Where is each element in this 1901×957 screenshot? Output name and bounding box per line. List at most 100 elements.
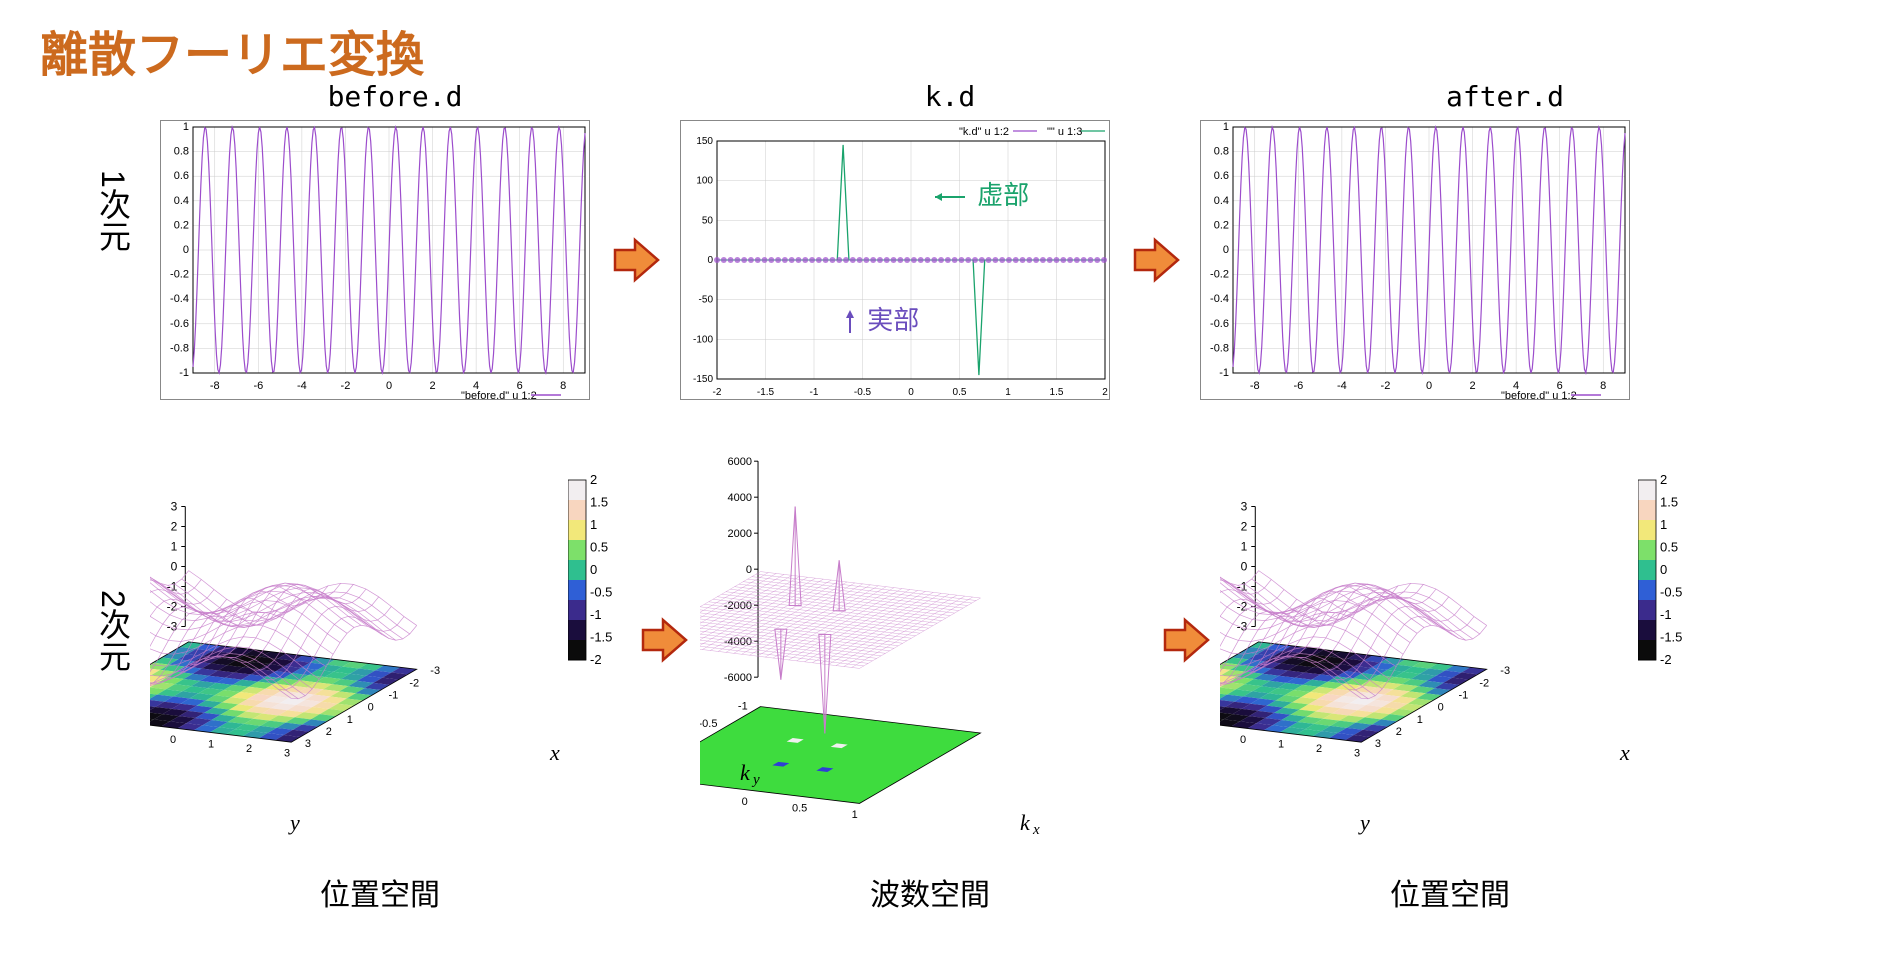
chart-after-1d: -8-6-4-202468-1-0.8-0.6-0.4-0.200.20.40.…: [1200, 120, 1630, 400]
svg-text:2: 2: [1102, 387, 1108, 398]
svg-text:k: k: [1020, 810, 1031, 835]
svg-text:2: 2: [1316, 743, 1322, 755]
svg-text:-0.8: -0.8: [1210, 342, 1229, 354]
svg-text:1: 1: [347, 714, 353, 726]
svg-text:1: 1: [1005, 387, 1011, 398]
svg-text:-150: -150: [693, 374, 713, 385]
svg-text:x: x: [1032, 822, 1040, 838]
svg-text:x: x: [549, 740, 560, 765]
space-label-position-before: 位置空間: [320, 870, 440, 914]
svg-text:0.6: 0.6: [174, 170, 189, 182]
svg-text:y: y: [751, 772, 760, 788]
k-svg: -2-1.5-1-0.500.511.52-150-100-5005010015…: [681, 121, 1111, 401]
svg-text:0: 0: [707, 255, 713, 266]
svg-text:k: k: [740, 760, 751, 785]
svg-text:-4: -4: [1337, 380, 1347, 392]
anno-real-text: 実部: [867, 305, 919, 335]
svg-text:8: 8: [560, 380, 566, 392]
arrow-icon: [1130, 235, 1180, 290]
svg-text:3: 3: [1375, 738, 1381, 750]
svg-text:2: 2: [429, 380, 435, 392]
svg-text:0.4: 0.4: [1214, 195, 1229, 207]
svg-text:1: 1: [852, 809, 858, 821]
svg-text:-0.2: -0.2: [1210, 269, 1229, 281]
svg-text:0: 0: [742, 796, 748, 808]
page-title: 離散フーリエ変換: [40, 15, 424, 85]
svg-text:2: 2: [171, 519, 178, 533]
svg-text:-0.8: -0.8: [170, 342, 189, 354]
svg-text:100: 100: [696, 176, 713, 187]
svg-text:-2: -2: [1660, 652, 1672, 667]
svg-text:3: 3: [305, 738, 311, 750]
svg-text:8: 8: [1600, 380, 1606, 392]
svg-text:-1.5: -1.5: [1660, 630, 1682, 645]
svg-text:1: 1: [590, 517, 597, 532]
svg-text:-0.5: -0.5: [700, 718, 717, 730]
svg-text:-2: -2: [1381, 380, 1391, 392]
svg-text:2: 2: [1241, 519, 1248, 533]
legend-after: "before.d" u 1:2: [1501, 390, 1577, 401]
svg-text:0: 0: [386, 380, 392, 392]
svg-text:2000: 2000: [728, 528, 752, 540]
svg-text:-0.6: -0.6: [1210, 318, 1229, 330]
col-header-before: before.d: [180, 80, 610, 113]
svg-text:3: 3: [1354, 748, 1360, 760]
svg-text:-0.2: -0.2: [170, 269, 189, 281]
svg-text:-1: -1: [590, 607, 602, 622]
svg-text:-0.5: -0.5: [590, 585, 612, 600]
svg-text:0.8: 0.8: [174, 146, 189, 158]
svg-text:-1: -1: [389, 689, 399, 701]
svg-text:-8: -8: [210, 380, 220, 392]
svg-text:0: 0: [171, 559, 178, 573]
svg-text:-0.4: -0.4: [170, 293, 189, 305]
svg-text:0: 0: [368, 702, 374, 714]
chart-before-1d: -8-6-4-202468-1-0.8-0.6-0.4-0.200.20.40.…: [160, 120, 590, 400]
svg-text:-1: -1: [179, 367, 189, 379]
sine-svg-before: -8-6-4-202468-1-0.8-0.6-0.4-0.200.20.40.…: [161, 121, 591, 401]
svg-text:0: 0: [908, 387, 914, 398]
sine-svg-after: -8-6-4-202468-1-0.8-0.6-0.4-0.200.20.40.…: [1201, 121, 1631, 401]
svg-text:0: 0: [170, 734, 176, 746]
svg-text:1: 1: [1223, 121, 1229, 133]
svg-text:1: 1: [1660, 517, 1667, 532]
row-label-2d: 2次元: [90, 590, 136, 672]
row-label-1d: 1次元: [90, 170, 136, 252]
svg-text:-4: -4: [297, 380, 307, 392]
svg-text:2: 2: [326, 726, 332, 738]
svg-text:-0.5: -0.5: [854, 387, 872, 398]
svg-text:0: 0: [1660, 562, 1667, 577]
chart-k-2d: -6000-4000-20000200040006000-1-0.500.51-…: [700, 450, 1160, 850]
svg-text:-8: -8: [1250, 380, 1260, 392]
svg-text:1: 1: [1241, 539, 1248, 553]
svg-text:-1: -1: [1660, 607, 1672, 622]
svg-text:0: 0: [1426, 380, 1432, 392]
svg-text:0: 0: [746, 564, 752, 576]
svg-text:-3: -3: [430, 665, 440, 677]
chart-after-2d: -3-2-10123-3-2-101233210-1-2-3xy: [1220, 450, 1680, 850]
svg-text:0.4: 0.4: [174, 195, 189, 207]
colorbar-before: 21.510.50-0.5-1-1.5-2: [568, 470, 628, 675]
svg-text:0: 0: [1438, 702, 1444, 714]
col-header-k: k.d: [735, 80, 1165, 113]
svg-text:1: 1: [1278, 738, 1284, 750]
svg-text:0.6: 0.6: [1214, 170, 1229, 182]
svg-text:-6000: -6000: [724, 672, 752, 684]
svg-text:3: 3: [284, 748, 290, 760]
svg-text:1.5: 1.5: [1660, 495, 1678, 510]
col-header-after: after.d: [1290, 80, 1720, 113]
svg-text:0: 0: [1241, 559, 1248, 573]
space-label-position-after: 位置空間: [1390, 870, 1510, 914]
svg-text:-100: -100: [693, 334, 713, 345]
svg-text:-6: -6: [253, 380, 263, 392]
svg-text:y: y: [288, 810, 300, 835]
anno-imag: 虚部: [930, 175, 1029, 212]
svg-text:6000: 6000: [728, 456, 752, 468]
svg-text:1: 1: [208, 738, 214, 750]
svg-text:3: 3: [171, 499, 178, 513]
svg-text:3: 3: [1241, 499, 1248, 513]
legend-before: "before.d" u 1:2: [461, 390, 537, 401]
svg-text:1.5: 1.5: [1050, 387, 1064, 398]
svg-text:4000: 4000: [728, 492, 752, 504]
svg-text:-2: -2: [1479, 677, 1489, 689]
svg-text:2: 2: [1469, 380, 1475, 392]
